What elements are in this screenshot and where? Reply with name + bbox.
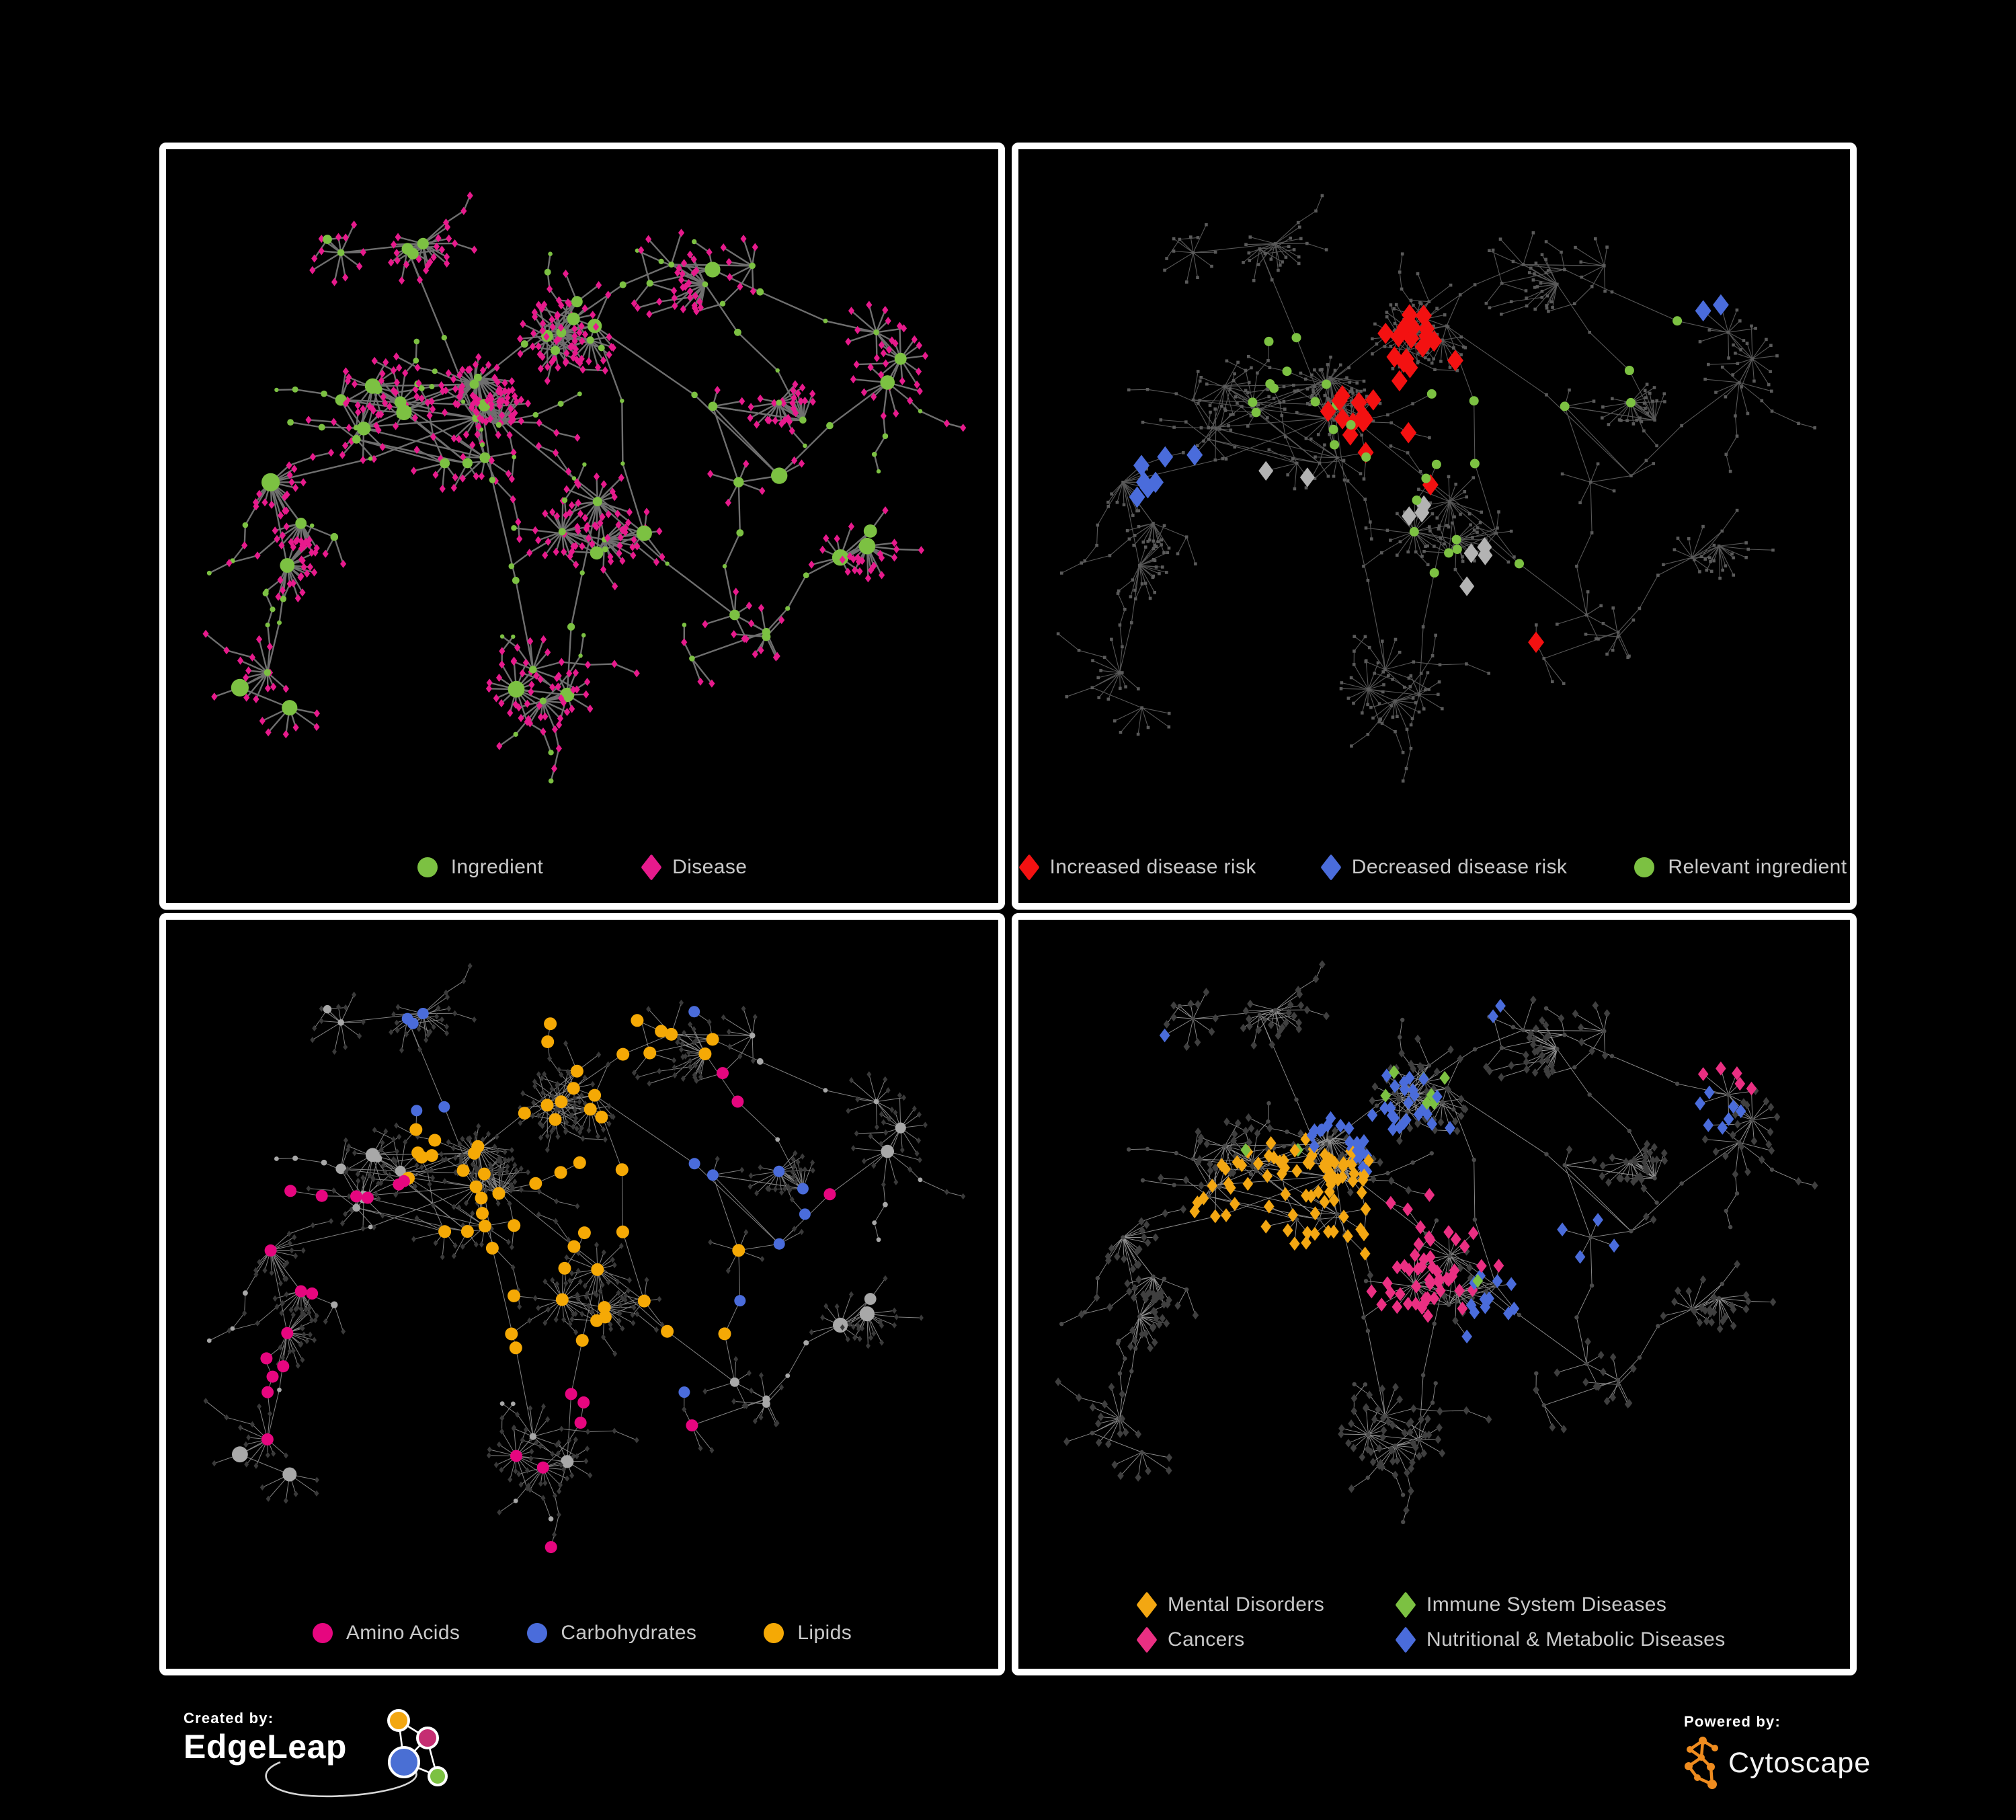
legend-item-mental-disorders: Mental Disorders [1136, 1591, 1398, 1618]
legend-label-lipids: Lipids [797, 1622, 852, 1644]
legend-item-nutritional-metabolic-diseases: Nutritional & Metabolic Diseases [1395, 1626, 1726, 1653]
legend-label-carbohydrates: Carbohydrates [561, 1622, 697, 1644]
amino-acids-circle-icon [312, 1623, 333, 1643]
legend-item-relevant-ingredient: Relevant ingredient [1634, 856, 1847, 879]
disease-diamond-icon [641, 854, 662, 881]
cancers-diamond-icon [1136, 1626, 1158, 1653]
legend-item-carbohydrates: Carbohydrates [527, 1622, 696, 1645]
nutritional-metabolic-diamond-icon [1395, 1626, 1416, 1653]
ingredient-disease-network-canvas [166, 149, 998, 836]
legend-label-immune-system-diseases: Immune System Diseases [1426, 1593, 1667, 1616]
legend-item-disease: Disease [641, 854, 748, 881]
legend-label-nutritional-metabolic-diseases: Nutritional & Metabolic Diseases [1426, 1628, 1726, 1651]
legend-label-ingredient: Ingredient [450, 856, 544, 878]
edgeleap-logo-blue-node [388, 1746, 420, 1778]
edgeleap-logo [265, 1709, 448, 1798]
panel-ingredient-disease-network: Ingredient Disease [159, 143, 1005, 910]
legend-label-decreased-risk: Decreased disease risk [1351, 856, 1568, 878]
created-by-label: Created by: [184, 1710, 274, 1727]
immune-system-diseases-diamond-icon [1395, 1591, 1416, 1618]
powered-by-credit: Powered by: [1684, 1713, 1871, 1790]
powered-by-label: Powered by: [1684, 1713, 1781, 1730]
ingredient-classes-legend: Amino Acids Carbohydrates Lipids [166, 1622, 998, 1645]
disease-risk-network-canvas [1018, 149, 1850, 836]
cytoscape-logo [1685, 1737, 1718, 1789]
legend-label-increased-risk: Increased disease risk [1049, 856, 1256, 878]
legend-label-mental-disorders: Mental Disorders [1168, 1593, 1325, 1616]
ingredient-disease-legend: Ingredient Disease [166, 854, 998, 881]
legend-item-decreased-risk: Decreased disease risk [1320, 854, 1568, 881]
legend-label-amino-acids: Amino Acids [346, 1622, 460, 1644]
edgeleap-logo-magenta-node [416, 1727, 439, 1749]
created-by-credit: Created by: EdgeLeap [184, 1709, 547, 1811]
legend-item-lipids: Lipids [764, 1622, 852, 1645]
panel-disease-categories-network: Mental Disorders Immune System Diseases … [1012, 913, 1857, 1675]
legend-item-cancers: Cancers [1136, 1626, 1398, 1653]
legend-item-amino-acids: Amino Acids [312, 1622, 460, 1645]
edgeleap-wordmark: EdgeLeap [184, 1728, 347, 1766]
disease-categories-legend: Mental Disorders Immune System Diseases … [1136, 1591, 1726, 1653]
legend-item-ingredient: Ingredient [417, 856, 543, 879]
increased-risk-diamond-icon [1018, 854, 1040, 881]
legend-label-disease: Disease [672, 856, 748, 878]
cytoscape-wordmark: Cytoscape [1728, 1746, 1871, 1779]
ingredient-circle-icon [417, 857, 438, 877]
legend-item-immune-system-diseases: Immune System Diseases [1395, 1591, 1726, 1618]
lipids-circle-icon [764, 1623, 784, 1643]
relevant-ingredient-circle-icon [1634, 857, 1655, 877]
edgeleap-logo-green-node [428, 1766, 448, 1786]
legend-item-increased-risk: Increased disease risk [1018, 854, 1256, 881]
decreased-risk-diamond-icon [1320, 854, 1342, 881]
edgeleap-logo-orange-node [387, 1709, 410, 1732]
carbohydrates-circle-icon [527, 1623, 548, 1643]
legend-label-relevant-ingredient: Relevant ingredient [1668, 856, 1847, 878]
disease-categories-network-canvas [1018, 920, 1850, 1575]
disease-risk-legend: Increased disease risk Decreased disease… [1018, 854, 1850, 881]
ingredient-classes-network-canvas [166, 920, 998, 1601]
mental-disorders-diamond-icon [1136, 1591, 1158, 1618]
legend-label-cancers: Cancers [1168, 1628, 1245, 1651]
panel-ingredient-classes-network: Amino Acids Carbohydrates Lipids [159, 913, 1005, 1675]
panel-disease-risk-network: Increased disease risk Decreased disease… [1012, 143, 1857, 910]
